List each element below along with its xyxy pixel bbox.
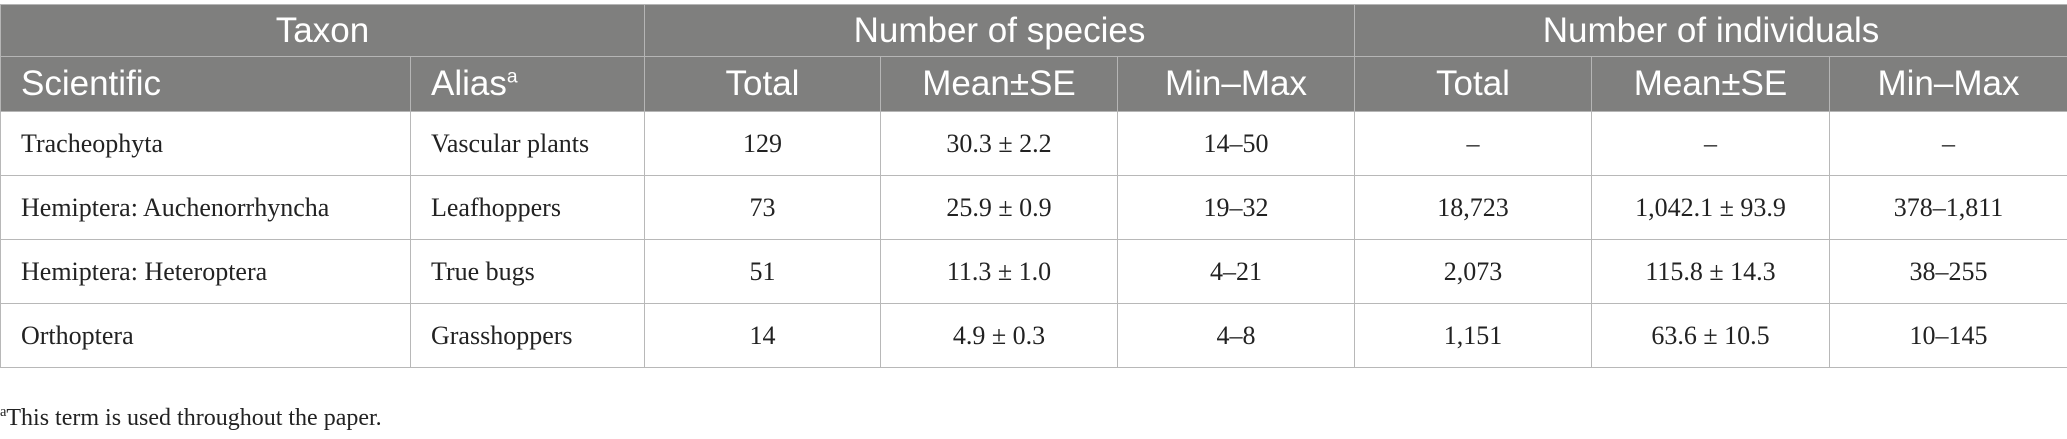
cell-species-range: 14–50 bbox=[1117, 111, 1355, 176]
table-row-auchenorrhyncha: Hemiptera: Auchenorrhyncha Leafhoppers 7… bbox=[0, 175, 2067, 240]
cell-individuals-mean: – bbox=[1591, 111, 1830, 176]
data-table: Taxon Number of species Number of indivi… bbox=[0, 4, 2067, 368]
cell-alias: Leafhoppers bbox=[410, 175, 645, 240]
table-footnote: aThis term is used throughout the paper. bbox=[0, 404, 382, 432]
cell-species-range: 19–32 bbox=[1117, 175, 1355, 240]
column-header-scientific: Scientific bbox=[0, 56, 411, 112]
cell-individuals-mean: 1,042.1 ± 93.9 bbox=[1591, 175, 1830, 240]
cell-alias: True bugs bbox=[410, 239, 645, 304]
cell-species-mean: 11.3 ± 1.0 bbox=[880, 239, 1118, 304]
cell-individuals-mean: 115.8 ± 14.3 bbox=[1591, 239, 1830, 304]
cell-species-total: 129 bbox=[644, 111, 881, 176]
cell-scientific: Orthoptera bbox=[0, 303, 411, 368]
cell-scientific: Hemiptera: Heteroptera bbox=[0, 239, 411, 304]
cell-scientific: Hemiptera: Auchenorrhyncha bbox=[0, 175, 411, 240]
cell-individuals-mean: 63.6 ± 10.5 bbox=[1591, 303, 1830, 368]
cell-species-mean: 30.3 ± 2.2 bbox=[880, 111, 1118, 176]
cell-individuals-total: 18,723 bbox=[1354, 175, 1592, 240]
column-header-individuals-mean: Mean±SE bbox=[1591, 56, 1830, 112]
cell-species-range: 4–8 bbox=[1117, 303, 1355, 368]
table-row-tracheophyta: Tracheophyta Vascular plants 129 30.3 ± … bbox=[0, 111, 2067, 176]
cell-individuals-total: 1,151 bbox=[1354, 303, 1592, 368]
footnote-text: This term is used throughout the paper. bbox=[6, 405, 382, 431]
cell-species-range: 4–21 bbox=[1117, 239, 1355, 304]
table-header: Taxon Number of species Number of indivi… bbox=[0, 4, 2067, 112]
table-row-orthoptera: Orthoptera Grasshoppers 14 4.9 ± 0.3 4–8… bbox=[0, 303, 2067, 368]
cell-species-mean: 25.9 ± 0.9 bbox=[880, 175, 1118, 240]
footnote-marker: a bbox=[0, 404, 7, 420]
column-header-species-range: Min–Max bbox=[1117, 56, 1355, 112]
cell-species-mean: 4.9 ± 0.3 bbox=[880, 303, 1118, 368]
cell-species-total: 51 bbox=[644, 239, 881, 304]
cell-individuals-range: – bbox=[1829, 111, 2067, 176]
header-column-row: Scientific Aliasa Total Mean±SE Min–Max … bbox=[0, 56, 2067, 112]
group-header-individuals: Number of individuals bbox=[1354, 4, 2067, 57]
column-header-individuals-range: Min–Max bbox=[1829, 56, 2067, 112]
cell-individuals-total: – bbox=[1354, 111, 1592, 176]
table-row-heteroptera: Hemiptera: Heteroptera True bugs 51 11.3… bbox=[0, 239, 2067, 304]
column-header-individuals-total: Total bbox=[1354, 56, 1592, 112]
cell-alias: Grasshoppers bbox=[410, 303, 645, 368]
cell-individuals-range: 378–1,811 bbox=[1829, 175, 2067, 240]
group-header-species: Number of species bbox=[644, 4, 1355, 57]
group-header-taxon: Taxon bbox=[0, 4, 645, 57]
table-body: Tracheophyta Vascular plants 129 30.3 ± … bbox=[0, 111, 2067, 368]
cell-scientific: Tracheophyta bbox=[0, 111, 411, 176]
alias-footnote-marker: a bbox=[506, 66, 518, 88]
column-header-species-mean: Mean±SE bbox=[880, 56, 1118, 112]
cell-individuals-total: 2,073 bbox=[1354, 239, 1592, 304]
cell-alias: Vascular plants bbox=[410, 111, 645, 176]
cell-species-total: 73 bbox=[644, 175, 881, 240]
cell-individuals-range: 38–255 bbox=[1829, 239, 2067, 304]
header-group-row: Taxon Number of species Number of indivi… bbox=[0, 4, 2067, 57]
column-header-alias: Aliasa bbox=[410, 56, 645, 112]
column-header-species-total: Total bbox=[644, 56, 881, 112]
cell-individuals-range: 10–145 bbox=[1829, 303, 2067, 368]
cell-species-total: 14 bbox=[644, 303, 881, 368]
alias-label: Alias bbox=[431, 64, 507, 103]
